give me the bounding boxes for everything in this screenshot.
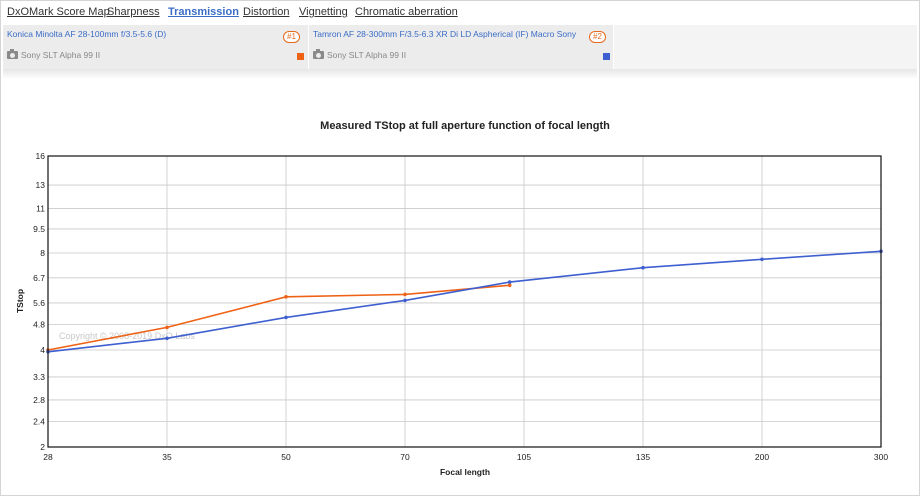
data-point-series-2 [403, 298, 407, 303]
camera-name-2: Sony SLT Alpha 99 II [327, 50, 407, 60]
x-tick-label: 35 [162, 452, 172, 462]
y-tick-label: 16 [36, 151, 46, 161]
x-tick-label: 50 [281, 452, 291, 462]
x-tick-label: 105 [517, 452, 531, 462]
data-point-series-1 [165, 325, 169, 330]
chart-title: Measured TStop at full aperture function… [320, 120, 610, 132]
x-tick-label: 135 [636, 452, 650, 462]
tab-chromatic-aberration[interactable]: Chromatic aberration [355, 6, 458, 18]
data-point-series-1 [284, 295, 288, 299]
x-tick-label: 70 [400, 452, 410, 462]
lens-name-1[interactable]: Konica Minolta AF 28-100mm f/3.5-5.6 (D) [7, 29, 167, 39]
tab-sharpness[interactable]: Sharpness [107, 6, 160, 18]
tab-dxomark-score-map[interactable]: DxOMark Score Map [7, 6, 110, 18]
y-tick-label: 9.5 [33, 224, 45, 234]
data-point-series-2 [760, 257, 764, 262]
grid [47, 155, 882, 448]
tab-transmission[interactable]: Transmission [168, 6, 239, 18]
y-tick-label: 3.3 [33, 372, 45, 382]
x-tick-label: 200 [755, 452, 769, 462]
y-tick-label: 8 [40, 248, 45, 258]
data-point-series-2 [165, 336, 169, 341]
x-axis-label: Focal length [440, 467, 490, 477]
y-tick-labels: 2 2.4 2.8 3.3 4 4.8 5.6 6.7 8 9.5 11 13 16 [33, 151, 45, 452]
lens-badge-2: #2 [589, 31, 606, 43]
camera-label-2: Sony SLT Alpha 99 II [313, 49, 407, 60]
plot-border [47, 155, 882, 448]
tab-vignetting[interactable]: Vignetting [299, 6, 348, 18]
y-tick-label: 2 [40, 442, 45, 452]
lens-card-2[interactable]: Tamron AF 28-300mm F/3.5-6.3 XR Di LD As… [309, 25, 614, 69]
x-tick-labels: 28 35 50 70 105 135 200 300 [43, 452, 888, 462]
tab-distortion[interactable]: Distortion [243, 6, 290, 18]
camera-icon [7, 49, 18, 59]
camera-name-1: Sony SLT Alpha 99 II [21, 50, 101, 60]
y-tick-label: 6.7 [33, 273, 45, 283]
y-tick-label: 2.8 [33, 395, 45, 405]
x-tick-label: 28 [43, 452, 53, 462]
data-point-series-2 [641, 265, 645, 270]
camera-label-1: Sony SLT Alpha 99 II [7, 49, 101, 60]
data-point-series-1 [403, 292, 407, 297]
watermark: Copyright © 2008-2019 DxO Labs [59, 331, 195, 341]
lens-name-2[interactable]: Tamron AF 28-300mm F/3.5-6.3 XR Di LD As… [313, 29, 577, 39]
y-tick-label: 4 [40, 345, 45, 355]
y-tick-label: 4.8 [33, 319, 45, 329]
lens-header: Konica Minolta AF 28-100mm f/3.5-5.6 (D)… [3, 25, 917, 69]
data-point-series-1 [507, 283, 512, 288]
lens-card-1[interactable]: Konica Minolta AF 28-100mm f/3.5-5.6 (D)… [3, 25, 309, 69]
data-point-series-2 [284, 315, 288, 320]
data-point-series-2 [507, 280, 512, 284]
header-shadow [3, 69, 917, 79]
y-tick-label: 13 [36, 180, 46, 190]
series-swatch-2 [603, 53, 610, 60]
camera-icon [313, 49, 324, 59]
series-swatch-1 [297, 53, 304, 60]
y-tick-label: 11 [36, 203, 45, 213]
y-tick-label: 2.4 [33, 416, 45, 426]
y-tick-label: 5.6 [33, 298, 45, 308]
series-layer [46, 249, 883, 354]
y-axis-label: TStop [15, 289, 25, 313]
x-tick-label: 300 [874, 452, 888, 462]
series-line-2 [47, 250, 882, 353]
lens-badge-1: #1 [283, 31, 300, 43]
